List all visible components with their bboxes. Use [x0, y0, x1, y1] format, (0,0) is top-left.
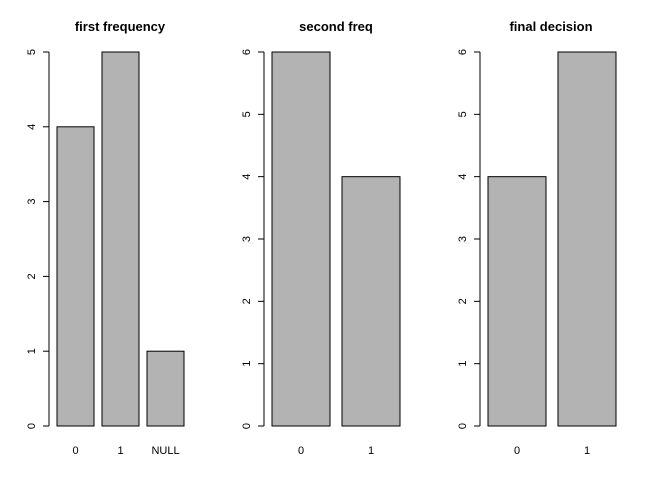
- y-tick-label: 4: [241, 174, 253, 180]
- y-tick-label: 0: [26, 423, 38, 429]
- x-tick-label: 1: [117, 445, 123, 457]
- chart-title: second freq: [299, 19, 373, 34]
- y-ticks: 0 1 2 3 4 5 6: [457, 49, 480, 429]
- y-tick-label: 2: [26, 273, 38, 279]
- y-tick-label: 6: [457, 49, 469, 55]
- y-tick-label: 4: [457, 174, 469, 180]
- bar-1: [557, 51, 617, 427]
- x-tick-label: NULL: [151, 445, 179, 457]
- x-tick-label: 0: [72, 445, 78, 457]
- y-tick-label: 3: [26, 199, 38, 205]
- bars: [271, 51, 401, 427]
- bar-null: [146, 350, 185, 427]
- y-tick-label: 5: [457, 111, 469, 117]
- bars: [56, 51, 185, 427]
- x-tick-label: 0: [298, 445, 304, 457]
- y-tick-label: 0: [241, 423, 253, 429]
- bar-1: [101, 51, 140, 427]
- y-tick-label: 2: [457, 298, 469, 304]
- bar-1: [341, 176, 401, 427]
- y-tick-label: 4: [26, 124, 38, 130]
- bar-0: [487, 176, 547, 427]
- x-tick-label: 0: [514, 445, 520, 457]
- y-tick-label: 1: [26, 348, 38, 354]
- y-tick-label: 2: [241, 298, 253, 304]
- chart-panel-first-frequency: first frequency 0 1 2 3 4 5 0 1 NULL: [26, 19, 185, 457]
- y-tick-label: 0: [457, 423, 469, 429]
- y-tick-label: 3: [241, 236, 253, 242]
- x-tick-labels: 0 1 NULL: [72, 445, 179, 457]
- chart-title: first frequency: [75, 19, 166, 34]
- x-tick-label: 1: [368, 445, 374, 457]
- bar-0: [271, 51, 331, 427]
- y-tick-label: 5: [26, 49, 38, 55]
- y-tick-label: 3: [457, 236, 469, 242]
- y-tick-label: 1: [241, 361, 253, 367]
- y-ticks: 0 1 2 3 4 5: [26, 49, 49, 429]
- y-tick-label: 1: [457, 361, 469, 367]
- chart-title: final decision: [509, 19, 592, 34]
- bar-0: [56, 126, 95, 427]
- bars: [487, 51, 617, 427]
- y-ticks: 0 1 2 3 4 5 6: [241, 49, 264, 429]
- y-tick-label: 5: [241, 111, 253, 117]
- y-tick-label: 6: [241, 49, 253, 55]
- x-tick-label: 1: [584, 445, 590, 457]
